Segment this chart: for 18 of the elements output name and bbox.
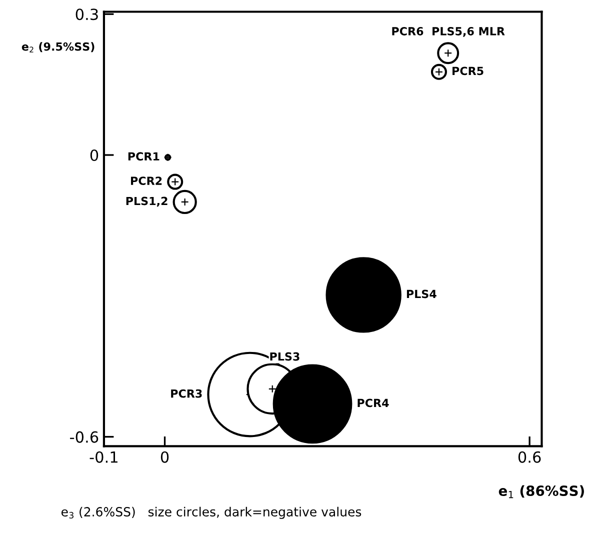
y-tick-label: 0.3 [76, 8, 98, 20]
x-tick-label: 0.6 [518, 451, 541, 463]
series-label: PCR1 [128, 152, 160, 161]
y-tick-label: -0.6 [70, 431, 98, 443]
y-tick-label: 0 [90, 149, 98, 162]
series-label: PCR3 [171, 389, 202, 398]
x-axis-title: e$_{1}$ (86%SS) [498, 485, 584, 498]
y-axis-title: e$_{2}$ (9.5%SS) [22, 42, 94, 52]
x-tick-label: 0 [160, 451, 169, 463]
series-label: PCR2 [131, 176, 162, 186]
text: e$_{3}$ (2.6%SS) size circles, dark=negative values [61, 506, 362, 519]
series-label: PLS1,2 [126, 196, 168, 207]
series-label: PLS3 [270, 352, 300, 361]
x-tick-label: -0.1 [90, 451, 118, 463]
series-label: PCR6 PLS5,6 MLR [392, 27, 505, 37]
series-label: PCR4 [358, 398, 389, 408]
series-label: PCR5 [452, 66, 484, 76]
series-label: PLS4 [406, 290, 436, 298]
